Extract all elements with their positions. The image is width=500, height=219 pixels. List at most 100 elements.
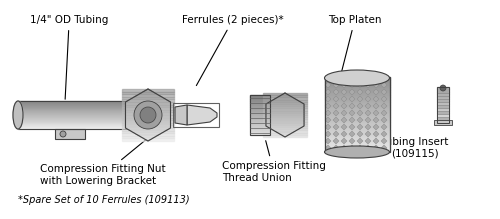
Bar — [263, 111, 307, 113]
Bar — [18, 125, 165, 126]
Bar — [325, 112, 390, 115]
Bar — [122, 136, 174, 138]
Bar — [18, 105, 165, 106]
Polygon shape — [349, 145, 355, 151]
Polygon shape — [325, 89, 331, 95]
Text: Compression Fitting Nut
with Lowering Bracket: Compression Fitting Nut with Lowering Br… — [40, 140, 166, 186]
Polygon shape — [325, 82, 331, 88]
Polygon shape — [341, 131, 347, 137]
Polygon shape — [381, 82, 387, 88]
Polygon shape — [381, 145, 387, 151]
Polygon shape — [349, 110, 355, 116]
Bar — [263, 124, 307, 126]
Polygon shape — [381, 96, 387, 102]
Polygon shape — [333, 96, 339, 102]
Polygon shape — [341, 117, 347, 123]
Bar — [325, 87, 390, 90]
Bar — [250, 99, 270, 101]
Bar — [325, 107, 390, 110]
Bar — [250, 109, 270, 111]
Polygon shape — [325, 131, 331, 137]
Polygon shape — [349, 82, 355, 88]
Bar — [122, 133, 174, 136]
Bar — [437, 94, 449, 97]
Polygon shape — [349, 89, 355, 95]
Bar — [437, 97, 449, 99]
Polygon shape — [349, 131, 355, 137]
Bar — [437, 105, 449, 108]
Bar — [250, 103, 270, 105]
Ellipse shape — [13, 101, 23, 129]
Circle shape — [440, 85, 446, 91]
Bar — [250, 117, 270, 119]
Bar — [263, 135, 307, 137]
Bar — [325, 82, 390, 85]
Bar — [325, 129, 390, 132]
Bar — [263, 128, 307, 130]
Bar — [250, 95, 270, 97]
Text: Ferrules (2 pieces)*: Ferrules (2 pieces)* — [182, 15, 284, 86]
Polygon shape — [349, 138, 355, 144]
Bar — [250, 97, 270, 99]
Bar — [122, 115, 174, 118]
Text: 1/4" OD Tubing: 1/4" OD Tubing — [30, 15, 108, 99]
Bar — [263, 108, 307, 111]
Bar — [325, 127, 390, 129]
Bar — [437, 87, 449, 123]
Bar — [122, 94, 174, 97]
Bar — [325, 95, 390, 97]
Polygon shape — [333, 110, 339, 116]
Polygon shape — [333, 82, 339, 88]
Polygon shape — [357, 103, 363, 109]
Polygon shape — [349, 124, 355, 130]
Polygon shape — [325, 138, 331, 144]
Polygon shape — [325, 96, 331, 102]
Bar — [437, 113, 449, 116]
Bar — [18, 128, 165, 129]
Polygon shape — [333, 138, 339, 144]
Bar — [263, 102, 307, 104]
Polygon shape — [373, 138, 379, 144]
Bar — [18, 101, 165, 102]
Bar — [263, 95, 307, 97]
Bar — [122, 89, 174, 92]
Bar — [325, 77, 390, 152]
Bar — [437, 111, 449, 114]
Polygon shape — [349, 96, 355, 102]
Bar — [437, 93, 449, 96]
Bar — [122, 97, 174, 99]
Polygon shape — [381, 103, 387, 109]
Bar — [437, 121, 449, 123]
Polygon shape — [325, 124, 331, 130]
Polygon shape — [333, 124, 339, 130]
Bar — [250, 119, 270, 121]
Bar — [55, 129, 85, 139]
Bar — [263, 113, 307, 115]
Bar — [18, 127, 165, 128]
Bar — [263, 117, 307, 119]
Bar — [122, 105, 174, 107]
Bar — [122, 123, 174, 125]
Bar — [263, 100, 307, 102]
Bar — [18, 120, 165, 121]
Polygon shape — [373, 131, 379, 137]
Bar — [263, 122, 307, 124]
Bar — [325, 104, 390, 107]
Ellipse shape — [324, 146, 390, 158]
Polygon shape — [357, 89, 363, 95]
Polygon shape — [357, 82, 363, 88]
Bar — [437, 101, 449, 104]
Bar — [437, 99, 449, 101]
Bar — [250, 125, 270, 127]
Bar — [325, 110, 390, 112]
Bar — [250, 129, 270, 131]
Bar — [18, 108, 165, 110]
Bar — [263, 119, 307, 122]
Polygon shape — [365, 124, 371, 130]
Bar — [18, 114, 165, 115]
Bar — [122, 120, 174, 123]
Text: Tubing Insert
(109115): Tubing Insert (109115) — [382, 137, 448, 159]
Text: Top Platen: Top Platen — [328, 15, 382, 75]
Bar — [250, 113, 270, 115]
Polygon shape — [365, 131, 371, 137]
